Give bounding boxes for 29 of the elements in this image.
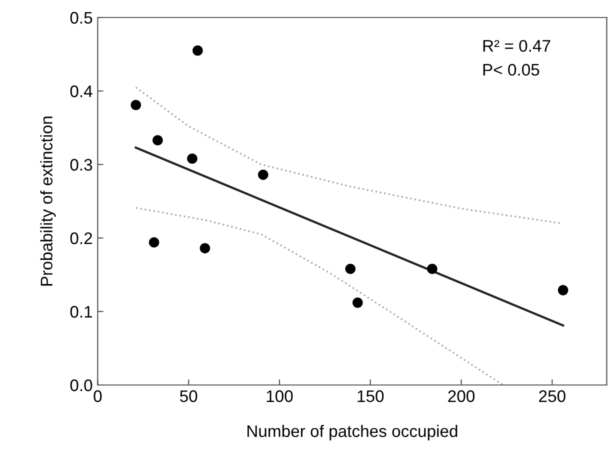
- point: [200, 243, 210, 254]
- point: [130, 100, 142, 110]
- y-tick-label: 0.1: [70, 306, 92, 318]
- x-tick-label: 150: [358, 390, 384, 402]
- point: [352, 298, 363, 308]
- y-tick-label: 0.4: [70, 85, 92, 98]
- point: [187, 153, 198, 164]
- annotation: R² = 0.47: [483, 40, 550, 52]
- y-tick-label: 0.5: [70, 12, 92, 24]
- y-tick-label: 0.2: [70, 232, 92, 244]
- point: [148, 237, 160, 248]
- x-tick-label: 250: [539, 390, 566, 402]
- point: [152, 135, 163, 146]
- x-tick-label: 50: [180, 390, 198, 402]
- x-tick-label: 100: [266, 390, 293, 402]
- point: [558, 285, 568, 296]
- y-axis-title: Probability of extinction: [40, 116, 56, 286]
- x-axis-title: Number of patches occupied: [247, 424, 458, 440]
- y-tick-label: 0.3: [70, 158, 92, 171]
- point: [192, 45, 203, 56]
- x-tick-label: 0: [94, 390, 102, 402]
- point: [345, 264, 356, 274]
- line-series: [135, 86, 562, 224]
- y-tick-label: 0.0: [70, 379, 92, 392]
- x-tick-label: 200: [448, 390, 475, 402]
- line-series: [135, 207, 504, 385]
- annotation: P< 0.05: [483, 64, 540, 76]
- point: [258, 170, 268, 180]
- point: [427, 264, 438, 274]
